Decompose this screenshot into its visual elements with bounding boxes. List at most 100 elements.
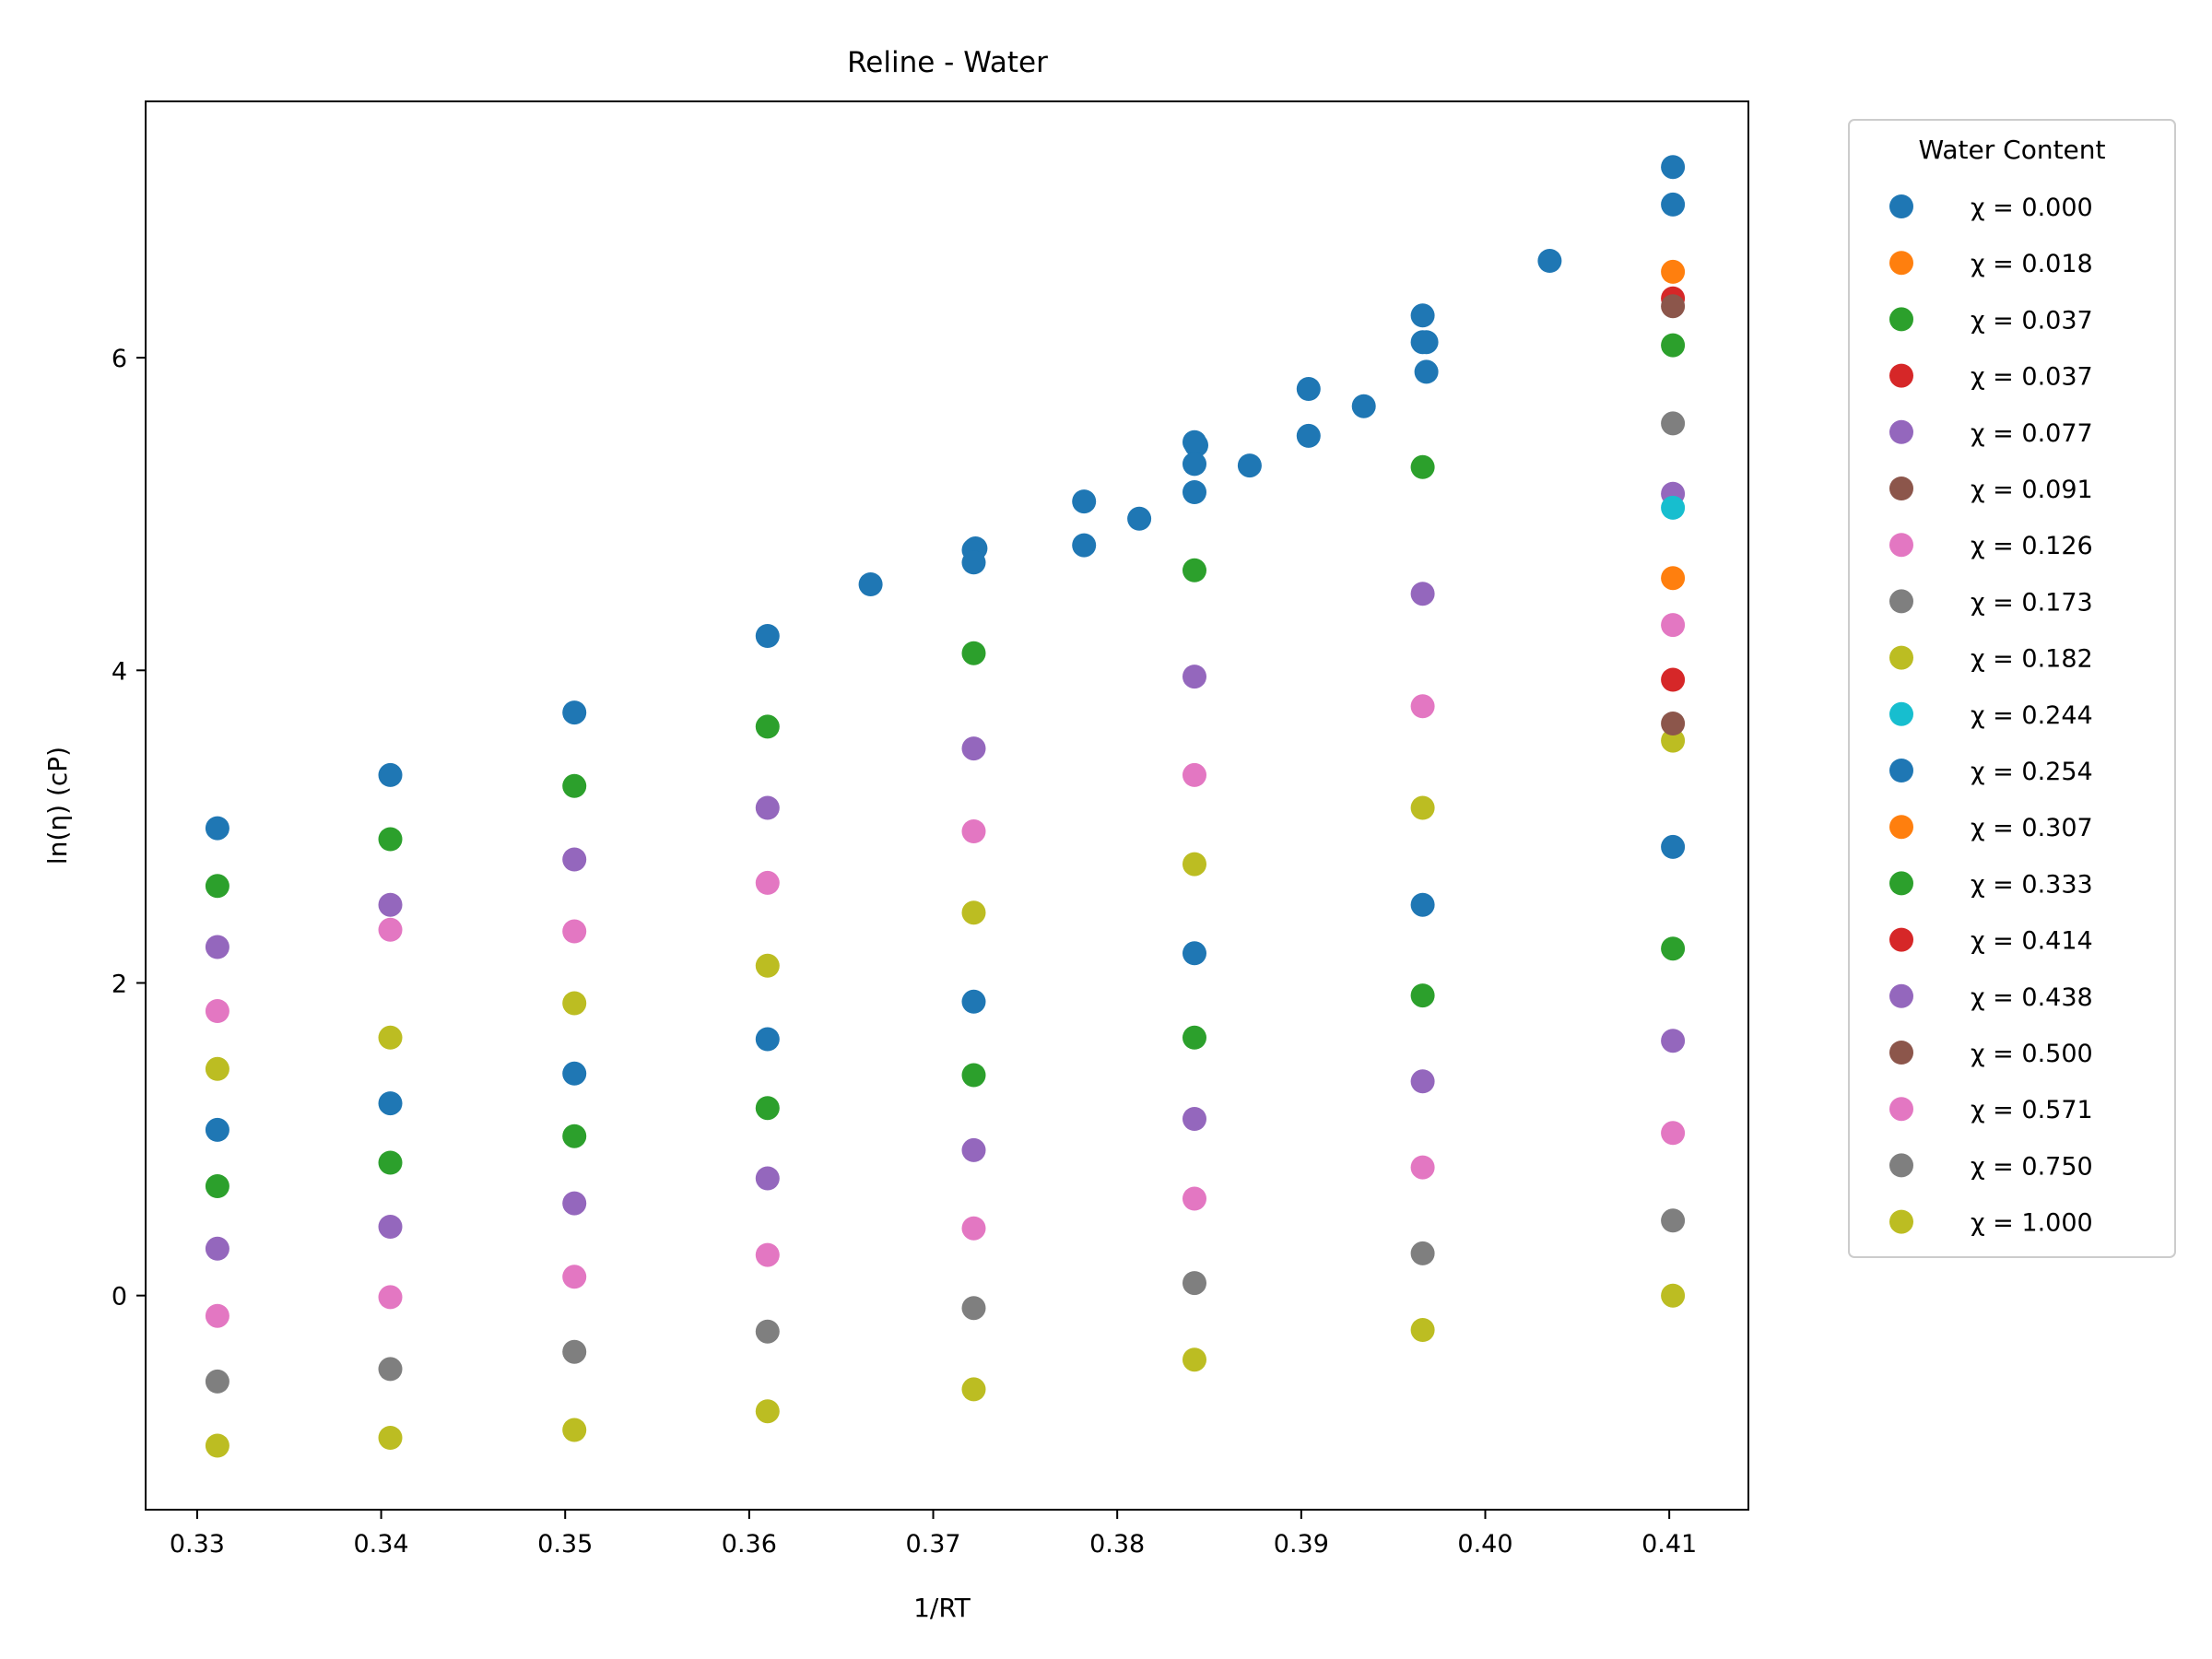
scatter-point [1296, 377, 1321, 401]
legend-entry-label: χ = 0.000 [1971, 194, 2093, 222]
scatter-point [1410, 303, 1435, 328]
scatter-point [961, 819, 986, 843]
y-axis-label: ln(η) (cP) [42, 747, 73, 865]
scatter-point [1182, 1347, 1206, 1372]
legend-entry-label: χ = 0.254 [1971, 758, 2093, 786]
legend-entry-label: χ = 0.414 [1971, 927, 2093, 956]
scatter-point [378, 892, 403, 917]
legend-entry-label: χ = 0.182 [1971, 645, 2093, 674]
legend-marker [1889, 759, 1913, 782]
legend-entry-label: χ = 1.000 [1971, 1209, 2093, 1238]
scatter-point [1410, 582, 1435, 606]
scatter-point [755, 1027, 780, 1052]
legend-marker [1889, 1097, 1913, 1122]
scatter-point [961, 1296, 986, 1321]
scatter-point [1410, 892, 1435, 917]
y-tick-label: 2 [112, 970, 127, 998]
scatter-point [1661, 834, 1686, 859]
scatter-point [205, 1056, 229, 1081]
scatter-point [205, 1236, 229, 1261]
legend-marker [1889, 871, 1913, 896]
x-tick-label: 0.37 [905, 1530, 960, 1559]
scatter-point [1414, 359, 1439, 384]
scatter-point [562, 773, 587, 798]
legend-marker [1889, 363, 1913, 388]
scatter-point [1661, 294, 1686, 319]
scatter-point [1182, 1107, 1206, 1131]
chart-title: Reline - Water [847, 46, 1048, 79]
legend-marker [1889, 194, 1913, 218]
scatter-point [755, 1319, 780, 1344]
scatter-point [562, 1265, 587, 1289]
scatter-point [562, 1418, 587, 1442]
y-tick-label: 4 [112, 657, 127, 686]
scatter-point [378, 1285, 403, 1310]
scatter-point [1184, 433, 1208, 458]
scatter-point [961, 1063, 986, 1088]
y-axis-ticks: 0 2 4 6 [112, 345, 146, 1312]
scatter-point [1127, 506, 1152, 531]
scatter-point [1661, 1121, 1686, 1146]
scatter-point [1182, 480, 1206, 504]
y-tick-label: 0 [112, 1283, 127, 1312]
scatter-point [1537, 249, 1562, 273]
scatter-point [1661, 411, 1686, 436]
scatter-point [378, 1357, 403, 1382]
scatter-point [961, 989, 986, 1014]
scatter-point [562, 1339, 587, 1364]
scatter-point [562, 1124, 587, 1148]
scatter-point [378, 1091, 403, 1116]
scatter-point [961, 550, 986, 575]
scatter-point [1182, 1271, 1206, 1296]
scatter-point [961, 900, 986, 925]
x-tick-label: 0.38 [1089, 1530, 1145, 1559]
legend-entry-label: χ = 0.571 [1971, 1096, 2093, 1124]
scatter-point [961, 1377, 986, 1402]
scatter-point [1410, 694, 1435, 719]
scatter-point [1351, 394, 1376, 418]
scatter-point [205, 1117, 229, 1142]
scatter-point [1182, 762, 1206, 787]
scatter-point [378, 762, 403, 787]
legend-marker [1889, 1153, 1913, 1178]
legend-entry-label: χ = 0.037 [1971, 306, 2093, 335]
legend-entry-label: χ = 0.037 [1971, 363, 2093, 392]
scatter-point [1661, 728, 1686, 753]
legend-marker [1889, 251, 1913, 276]
scatter-point [1072, 533, 1097, 558]
plot-area [205, 155, 1686, 1458]
x-tick-label: 0.39 [1274, 1530, 1329, 1559]
scatter-point [205, 1369, 229, 1394]
scatter-point [1410, 1155, 1435, 1180]
scatter-point [1661, 613, 1686, 638]
legend-marker [1889, 533, 1913, 558]
legend-marker [1889, 589, 1913, 614]
scatter-point [1661, 712, 1686, 735]
x-tick-label: 0.33 [170, 1530, 225, 1559]
scatter-point [1410, 983, 1435, 1008]
legend-entry-label: χ = 0.333 [1971, 870, 2093, 899]
scatter-point [562, 919, 587, 944]
legend-title: Water Content [1918, 135, 2105, 165]
legend-entry-label: χ = 0.091 [1971, 476, 2093, 504]
scatter-point [755, 953, 780, 978]
scatter-point [205, 999, 229, 1023]
scatter-point [1661, 1029, 1686, 1053]
axes-frame [145, 100, 1749, 1511]
legend-marker [1889, 419, 1913, 444]
legend-marker [1889, 701, 1913, 726]
scatter-point [205, 816, 229, 841]
scatter-point [1182, 558, 1206, 582]
legend-entry-label: χ = 0.173 [1971, 588, 2093, 617]
scatter-point [1661, 333, 1686, 358]
scatter-point [205, 935, 229, 959]
legend-marker [1889, 1209, 1913, 1234]
scatter-point [755, 870, 780, 895]
x-tick-label: 0.41 [1641, 1530, 1697, 1559]
scatter-point [562, 847, 587, 872]
x-axis-ticks: 0.33 0.34 0.35 0.36 0.37 0.38 0.39 0.40 0.41 [170, 1510, 1697, 1559]
legend-marker [1889, 307, 1913, 332]
legend-entry-label: χ = 0.750 [1971, 1152, 2093, 1181]
